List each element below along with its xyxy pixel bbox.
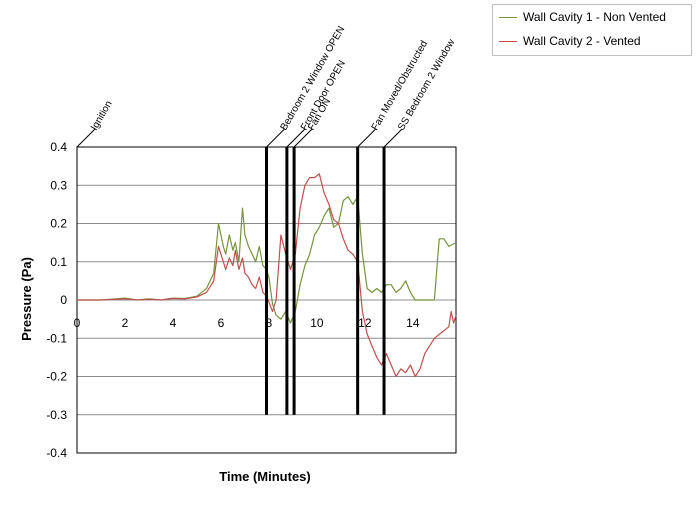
y-tick-label: 0.4 [50, 140, 67, 154]
y-tick-label: 0.2 [50, 217, 67, 231]
y-tick-label: -0.1 [46, 331, 67, 345]
legend-item-series-2: Wall Cavity 2 - Vented [499, 34, 641, 48]
x-tick-label: 2 [122, 316, 129, 330]
y-axis-tick-labels: 0.4 0.3 0.2 0.1 0 -0.1 -0.2 -0.3 -0.4 [46, 140, 67, 460]
event-leader-line [293, 128, 313, 148]
y-axis-label: Pressure (Pa) [19, 257, 34, 341]
legend-swatch-series-2 [499, 41, 517, 43]
x-axis-label: Time (Minutes) [219, 469, 311, 484]
x-tick-label: 14 [406, 316, 420, 330]
event-leader-line [286, 128, 306, 148]
y-tick-label: 0.3 [50, 178, 67, 192]
y-tick-label: -0.3 [46, 408, 67, 422]
legend: Wall Cavity 1 - Non Vented Wall Cavity 2… [492, 4, 692, 56]
y-tick-label: 0.1 [50, 255, 67, 269]
x-tick-label: 6 [218, 316, 225, 330]
event-leader-line [383, 128, 403, 148]
series-line-1 [77, 196, 457, 324]
event-leader-line [357, 128, 377, 148]
event-leader-line [76, 128, 96, 148]
legend-item-series-1: Wall Cavity 1 - Non Vented [499, 10, 666, 24]
series-lines [77, 173, 457, 378]
legend-label-series-2: Wall Cavity 2 - Vented [523, 34, 641, 48]
series-line-2 [77, 173, 457, 378]
legend-swatch-series-1 [499, 17, 517, 19]
legend-label-series-1: Wall Cavity 1 - Non Vented [523, 10, 666, 24]
y-tick-label: -0.2 [46, 370, 67, 384]
y-tick-label: -0.4 [46, 446, 67, 460]
x-tick-label: 10 [310, 316, 324, 330]
x-tick-label: 4 [170, 316, 177, 330]
x-axis-tick-labels: 0 2 4 6 8 10 12 14 [74, 316, 420, 330]
event-leader-line [266, 128, 285, 148]
x-tick-label: 0 [74, 316, 81, 330]
x-tick-label: 8 [266, 316, 273, 330]
event-label: Ignition [89, 99, 115, 132]
y-tick-label: 0 [60, 293, 67, 307]
